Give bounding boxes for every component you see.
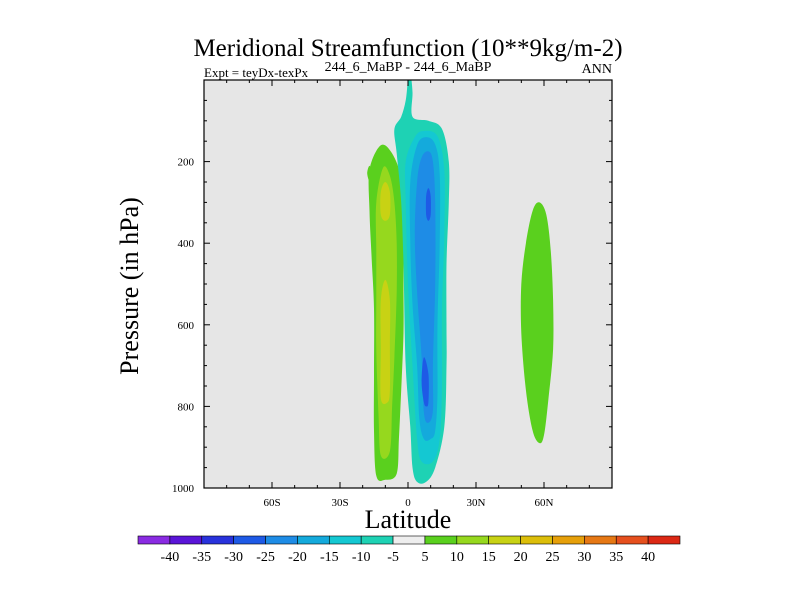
colorbar-swatch [328,535,362,545]
x-tick-label: 60N [535,497,554,509]
colorbar-label: -35 [192,550,211,565]
cell-nh-blue [414,151,436,423]
colorbar-label: -20 [288,550,307,565]
x-axis-label: Latitude [365,505,452,534]
x-axis: 60S 30S 0 30N 60N [203,80,613,509]
colorbar-label: -30 [224,550,243,565]
y-tick-label: 1000 [172,483,195,495]
colorbar-swatch [647,535,681,545]
colorbar: -40 -35 -30 -25 -20 -15 -10 -5 5 10 15 20 25 30 35 40 [137,535,681,565]
y-tick-label: 200 [178,157,195,169]
cell-nh-deepblue-upper [425,188,431,221]
colorbar-label: -25 [256,550,275,565]
colorbar-label: 30 [577,550,591,565]
colorbar-swatch [584,535,617,545]
colorbar-swatch [456,535,490,545]
x-tick-label: 0 [405,497,411,509]
colorbar-label: -15 [320,550,339,565]
y-tick-label: 800 [178,401,195,413]
colorbar-swatch [201,535,234,545]
x-tick-label: 60S [263,497,280,509]
y-axis: 200 400 600 800 1000 [172,99,612,495]
x-tick-label: 30S [331,497,348,509]
y-tick-label: 400 [178,238,195,250]
colorbar-swatch [233,535,266,545]
colorbar-swatch [424,535,458,545]
cell-60n-green [520,202,554,444]
y-tick-label: 600 [178,320,195,332]
colorbar-label: 35 [609,550,623,565]
subtitle-left: Expt = teyDx-texPx [204,65,309,80]
contour-fills [367,80,554,484]
colorbar-label: -40 [161,550,180,565]
colorbar-label: 15 [482,550,496,565]
cell-sh-yellow-lower [380,279,391,405]
colorbar-swatch [297,535,330,545]
colorbar-swatch [520,535,553,545]
colorbar-label: -5 [387,550,399,565]
colorbar-label: 20 [514,550,528,565]
colorbar-swatch [392,535,426,545]
x-tick-label: 30N [467,497,486,509]
colorbar-swatch [360,535,394,545]
subtitle-center: 244_6_MaBP - 244_6_MaBP [325,60,492,75]
cell-sh-yellow-upper [380,182,391,221]
colorbar-swatch [169,535,203,545]
colorbar-label: 40 [641,550,655,565]
subtitle-right: ANN [582,62,612,77]
colorbar-swatch [265,535,298,545]
colorbar-label: 25 [545,550,559,565]
colorbar-swatch [615,535,649,545]
y-axis-label: Pressure (in hPa) [115,197,144,375]
colorbar-label: 10 [450,550,464,565]
colorbar-swatch [137,535,171,545]
colorbar-swatch [552,535,585,545]
cell-nh-deepblue-lower [421,357,429,407]
chart-title: Meridional Streamfunction (10**9kg/m-2) [193,35,622,62]
colorbar-swatch [488,535,521,545]
colorbar-label: -10 [352,550,371,565]
colorbar-label: 5 [421,550,428,565]
